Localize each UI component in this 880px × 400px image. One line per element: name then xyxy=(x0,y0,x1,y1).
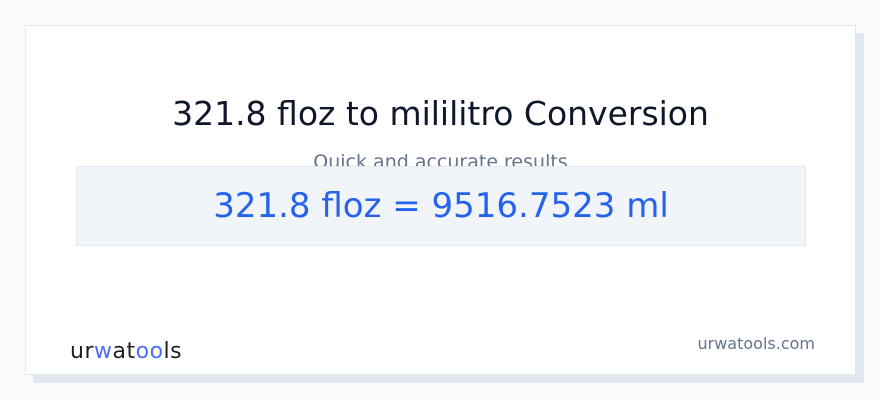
page-title: 321.8 floz to mililitro Conversion xyxy=(172,94,709,133)
result-text: 321.8 floz = 9516.7523 ml xyxy=(213,186,669,226)
result-box: 321.8 floz = 9516.7523 ml xyxy=(76,166,806,246)
conversion-card: 321.8 floz to mililitro Conversion Quick… xyxy=(25,25,856,375)
urwatools-logo: urwatools xyxy=(70,339,183,364)
site-domain: urwatools.com xyxy=(697,334,816,353)
